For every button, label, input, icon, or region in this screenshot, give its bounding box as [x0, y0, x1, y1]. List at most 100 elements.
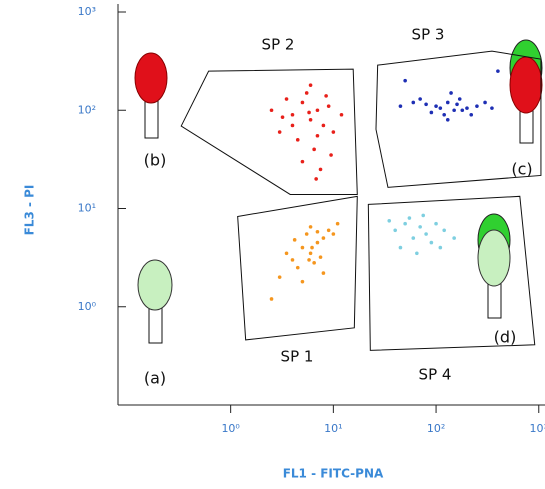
point: [465, 106, 469, 110]
point: [335, 221, 340, 226]
x-tick-label: 10⁰: [221, 422, 240, 435]
point: [269, 297, 274, 301]
point: [445, 100, 450, 105]
cell-icon-d: [477, 213, 511, 319]
point: [452, 236, 456, 240]
point: [434, 221, 438, 226]
point: [411, 236, 416, 240]
point: [438, 106, 443, 110]
point: [398, 104, 403, 108]
point: [277, 130, 282, 134]
point: [407, 216, 412, 220]
point: [295, 265, 300, 270]
cell-icon-c: [509, 39, 543, 144]
gate-label: SP 4: [419, 366, 452, 384]
point: [403, 78, 407, 83]
point: [290, 123, 295, 128]
point: [457, 97, 462, 101]
point: [326, 104, 331, 108]
point: [449, 91, 453, 95]
point: [469, 112, 474, 117]
gate: [237, 195, 358, 341]
point: [312, 261, 316, 265]
point: [321, 123, 326, 128]
point: [290, 112, 295, 117]
point: [411, 100, 416, 105]
point: [421, 213, 426, 218]
point: [315, 229, 320, 234]
y-tick-label: 10²: [78, 103, 96, 116]
gate-label: SP 3: [412, 26, 445, 44]
point: [290, 258, 295, 262]
point: [269, 108, 274, 113]
point: [403, 221, 407, 226]
point: [331, 130, 336, 134]
point: [308, 251, 313, 256]
point: [280, 115, 285, 119]
gate: [180, 68, 358, 195]
annotation: (d): [494, 328, 517, 347]
gate-label: SP 1: [281, 348, 314, 366]
point: [304, 91, 309, 95]
y-tick-label: 10¹: [78, 202, 96, 215]
point: [308, 117, 313, 122]
point: [307, 110, 311, 115]
point: [321, 271, 326, 275]
x-tick-label: 10¹: [324, 422, 342, 435]
point: [445, 117, 450, 122]
point: [277, 275, 282, 279]
gate: [375, 50, 542, 188]
point: [307, 258, 311, 262]
gate: [367, 195, 536, 351]
point: [292, 238, 297, 242]
point: [393, 228, 397, 233]
point: [429, 240, 434, 245]
point: [429, 110, 434, 115]
cell-icon-b: [134, 52, 168, 139]
point: [496, 69, 500, 73]
gate-label: SP 2: [262, 36, 295, 54]
point: [295, 138, 300, 142]
point: [424, 102, 428, 107]
point: [438, 245, 443, 250]
y-tick-label: 10⁰: [78, 300, 97, 313]
cell-icon-a: [137, 259, 173, 344]
point: [490, 106, 494, 110]
point: [318, 167, 323, 172]
annotation: (b): [144, 151, 167, 170]
point: [418, 97, 422, 101]
annotation: (c): [511, 160, 532, 179]
point: [418, 225, 422, 229]
point: [284, 251, 289, 256]
point: [300, 245, 305, 250]
point: [312, 147, 316, 152]
point: [304, 232, 309, 236]
point: [300, 279, 305, 284]
point: [483, 100, 487, 105]
x-axis-title: FL1 - FITC-PNA: [283, 467, 384, 481]
point: [331, 232, 336, 236]
point: [315, 133, 320, 138]
point: [300, 159, 305, 164]
y-tick-label: 10³: [78, 5, 96, 18]
point: [318, 255, 323, 259]
point: [321, 236, 326, 240]
point: [326, 228, 331, 233]
point: [315, 240, 320, 245]
point: [324, 94, 328, 98]
point: [398, 245, 403, 250]
point: [329, 153, 333, 157]
point: [452, 108, 456, 113]
point: [315, 108, 320, 113]
point: [442, 112, 446, 117]
point: [460, 108, 465, 113]
y-axis-title: FL3 - PI: [23, 185, 37, 236]
point: [387, 218, 392, 223]
point: [310, 245, 314, 250]
annotation: (a): [144, 369, 166, 388]
point: [300, 100, 305, 105]
x-tick-label: 10³: [530, 422, 545, 435]
point: [284, 97, 289, 101]
point: [308, 83, 313, 87]
